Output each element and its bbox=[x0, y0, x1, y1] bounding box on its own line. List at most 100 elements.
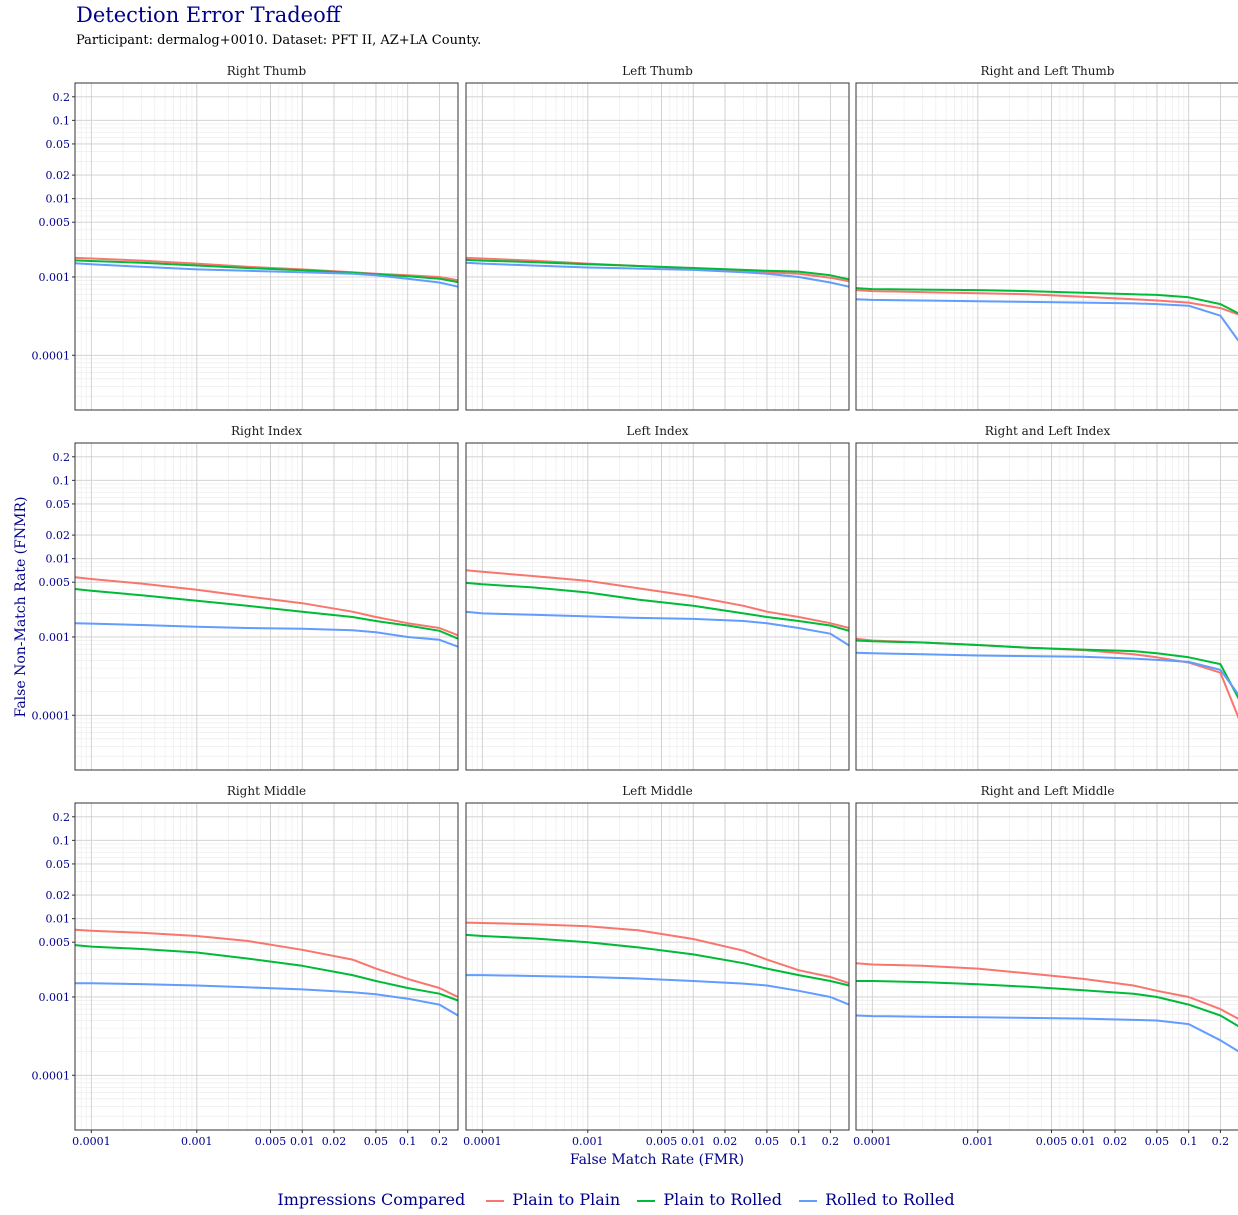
y-tick-label: 0.02 bbox=[46, 169, 71, 182]
panel-right-and-left-index: Right and Left Index bbox=[855, 424, 1238, 771]
y-axis-label: False Non-Match Rate (FNMR) bbox=[13, 497, 29, 718]
legend-item-rolled-to-rolled: Rolled to Rolled bbox=[799, 1190, 955, 1209]
series-line-plain-to-plain bbox=[465, 921, 850, 985]
y-tick-label: 0.02 bbox=[46, 529, 71, 542]
series-line-plain-to-plain bbox=[855, 289, 1238, 316]
panel-border bbox=[855, 82, 1238, 411]
y-tick-label: 0.005 bbox=[39, 576, 71, 589]
x-tick-label: 0.05 bbox=[1145, 1135, 1170, 1148]
panel-border bbox=[465, 82, 850, 411]
series-line-plain-to-rolled bbox=[856, 980, 1238, 1028]
series-line-plain-to-rolled bbox=[74, 259, 459, 284]
series-line-plain-to-plain bbox=[855, 637, 1238, 720]
series-line-plain-to-rolled bbox=[465, 258, 850, 281]
series-line-rolled-to-rolled bbox=[75, 982, 459, 1017]
y-tick-label: 0.2 bbox=[53, 451, 71, 464]
x-tick-label: 0.0001 bbox=[72, 1135, 111, 1148]
series-line-plain-to-rolled bbox=[465, 581, 850, 632]
series-line-plain-to-rolled bbox=[855, 287, 1238, 315]
x-tick-label: 0.0001 bbox=[853, 1135, 892, 1148]
panel-title: Right Thumb bbox=[227, 64, 307, 78]
legend-label: Plain to Plain bbox=[512, 1190, 621, 1209]
y-tick-label: 0.01 bbox=[46, 553, 71, 566]
y-tick-label: 0.1 bbox=[53, 114, 71, 127]
series-line-rolled-to-rolled bbox=[465, 261, 850, 288]
panel-left-middle: Left Middle 0.0001 0.001 0.005 0.01 0.02 0.05 0… bbox=[463, 784, 850, 1148]
series-line-plain-to-plain bbox=[74, 928, 459, 998]
y-tick-label: 0.001 bbox=[39, 991, 71, 1004]
series-line-rolled-to-rolled bbox=[855, 651, 1238, 696]
x-tick-label: 0.0001 bbox=[463, 1135, 502, 1148]
series-line-plain-to-plain bbox=[465, 569, 850, 629]
x-tick-label: 0.02 bbox=[322, 1135, 347, 1148]
x-tick-label: 0.1 bbox=[790, 1135, 808, 1148]
legend-label: Rolled to Rolled bbox=[825, 1190, 955, 1209]
x-tick-label: 0.2 bbox=[431, 1135, 449, 1148]
x-tick-label: 0.01 bbox=[681, 1135, 706, 1148]
y-tick-label: 0.02 bbox=[46, 889, 71, 902]
chart-subtitle: Participant: dermalog+0010. Dataset: PFT… bbox=[76, 33, 482, 48]
x-axis-label: False Match Rate (FMR) bbox=[570, 1152, 744, 1168]
legend-swatch bbox=[799, 1199, 818, 1202]
series-line-plain-to-rolled bbox=[855, 639, 1238, 700]
panel-right-thumb: Right Thumb 0.0001 0.001 0.005 0.01 0.02 0.05 0… bbox=[32, 64, 459, 411]
y-tick-label: 0.2 bbox=[53, 91, 71, 104]
y-tick-label: 0.1 bbox=[53, 834, 71, 847]
panel-border bbox=[465, 442, 850, 771]
series-line-plain-to-rolled bbox=[74, 588, 459, 640]
panel-border bbox=[465, 802, 850, 1131]
panel-border bbox=[74, 82, 459, 411]
y-tick-label: 0.05 bbox=[46, 498, 71, 511]
x-tick-label: 0.005 bbox=[255, 1135, 287, 1148]
x-tick-label: 0.001 bbox=[572, 1135, 604, 1148]
panel-title: Left Index bbox=[626, 424, 688, 438]
panel-title: Right Index bbox=[231, 424, 302, 438]
panel-border bbox=[74, 802, 459, 1131]
y-tick-label: 0.0001 bbox=[32, 709, 71, 722]
x-tick-label: 0.01 bbox=[1071, 1135, 1096, 1148]
x-tick-label: 0.02 bbox=[713, 1135, 738, 1148]
legend: Impressions Compared Plain to Plain Plai… bbox=[0, 1190, 1238, 1209]
y-tick-label: 0.0001 bbox=[32, 1069, 71, 1082]
y-tick-label: 0.05 bbox=[46, 138, 71, 151]
det-chart-svg: Right Thumb0.00010.0010.0050.010.020.050… bbox=[13, 64, 1238, 1168]
panel-title: Left Thumb bbox=[622, 64, 693, 78]
y-tick-label: 0.05 bbox=[46, 858, 71, 871]
x-tick-label: 0.005 bbox=[1036, 1135, 1068, 1148]
panel-border bbox=[74, 442, 459, 771]
x-tick-label: 0.001 bbox=[181, 1135, 213, 1148]
x-tick-label: 0.005 bbox=[646, 1135, 678, 1148]
y-tick-label: 0.2 bbox=[53, 811, 71, 824]
panel-title: Right and Left Middle bbox=[981, 784, 1115, 798]
y-tick-label: 0.01 bbox=[46, 193, 71, 206]
series-line-rolled-to-rolled bbox=[465, 610, 850, 647]
legend-title: Impressions Compared bbox=[277, 1190, 466, 1209]
panel-border bbox=[855, 442, 1238, 771]
x-tick-label: 0.05 bbox=[755, 1135, 780, 1148]
chart-title: Detection Error Tradeoff bbox=[76, 3, 341, 27]
series-line-rolled-to-rolled bbox=[855, 298, 1238, 342]
legend-label: Plain to Rolled bbox=[663, 1190, 783, 1209]
y-tick-label: 0.005 bbox=[39, 216, 71, 229]
panel-border bbox=[855, 802, 1238, 1131]
y-tick-label: 0.0001 bbox=[32, 349, 71, 362]
y-tick-label: 0.1 bbox=[53, 474, 71, 487]
series-line-rolled-to-rolled bbox=[466, 974, 850, 1006]
x-tick-label: 0.02 bbox=[1103, 1135, 1128, 1148]
series-line-plain-to-rolled bbox=[465, 933, 850, 987]
y-tick-label: 0.005 bbox=[39, 936, 71, 949]
panel-right-index: Right Index 0.0001 0.001 0.005 0.01 0.02 0.05 0… bbox=[32, 424, 459, 771]
panel-right-middle: Right Middle0.00010.0010.0050.010.020.05… bbox=[32, 784, 459, 1148]
x-tick-label: 0.2 bbox=[822, 1135, 840, 1148]
series-line-plain-to-rolled bbox=[74, 944, 459, 1002]
panel-title: Left Middle bbox=[622, 784, 693, 798]
panel-title: Right Middle bbox=[227, 784, 306, 798]
legend-swatch bbox=[486, 1199, 505, 1202]
y-tick-label: 0.001 bbox=[39, 631, 71, 644]
legend-item-plain-to-plain: Plain to Plain bbox=[486, 1190, 620, 1209]
y-tick-label: 0.001 bbox=[39, 271, 71, 284]
panel-left-index: Left Index bbox=[465, 424, 850, 771]
x-tick-label: 0.05 bbox=[364, 1135, 389, 1148]
panel-left-thumb: Left Thumb bbox=[465, 64, 850, 411]
